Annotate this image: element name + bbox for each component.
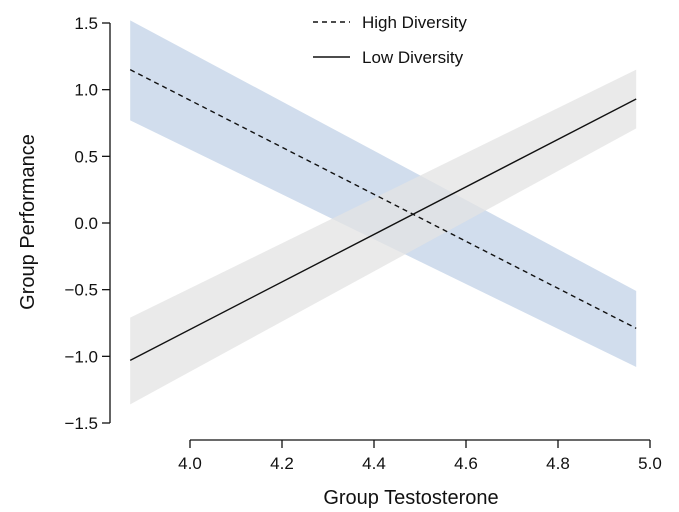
x-tick-label: 4.6	[454, 454, 478, 473]
y-tick-label: 0.5	[74, 147, 98, 166]
x-tick-label: 5.0	[638, 454, 662, 473]
y-ticks: 1.5 1.0 0.5 0.0 −0.5 −1.0 −1.5	[64, 14, 110, 433]
x-tick-label: 4.4	[362, 454, 386, 473]
x-axis-title: Group Testosterone	[323, 487, 498, 509]
x-tick-label: 4.2	[270, 454, 294, 473]
ci-band-low-diversity	[130, 69, 637, 405]
x-tick-label: 4.8	[546, 454, 570, 473]
legend-label-low-diversity: Low Diversity	[362, 48, 464, 67]
y-tick-label: −0.5	[64, 281, 98, 300]
legend: High Diversity Low Diversity	[313, 13, 467, 67]
series-lines	[129, 69, 637, 361]
y-axis: 1.5 1.0 0.5 0.0 −0.5 −1.0 −1.5	[64, 14, 111, 433]
series-line-high-diversity	[129, 69, 637, 329]
y-tick-label: −1.0	[64, 347, 98, 366]
series-line-low-diversity	[129, 98, 637, 361]
x-tick-label: 4.0	[178, 454, 202, 473]
y-axis-title: Group Performance	[17, 134, 39, 310]
confidence-bands	[130, 20, 637, 405]
y-tick-label: −1.5	[64, 414, 98, 433]
legend-label-high-diversity: High Diversity	[362, 13, 467, 32]
x-axis: 4.0 4.2 4.4 4.6 4.8 5.0	[178, 439, 662, 473]
x-ticks: 4.0 4.2 4.4 4.6 4.8 5.0	[178, 440, 662, 473]
y-tick-label: 1.5	[74, 14, 98, 33]
y-tick-label: 0.0	[74, 214, 98, 233]
y-tick-label: 1.0	[74, 81, 98, 100]
